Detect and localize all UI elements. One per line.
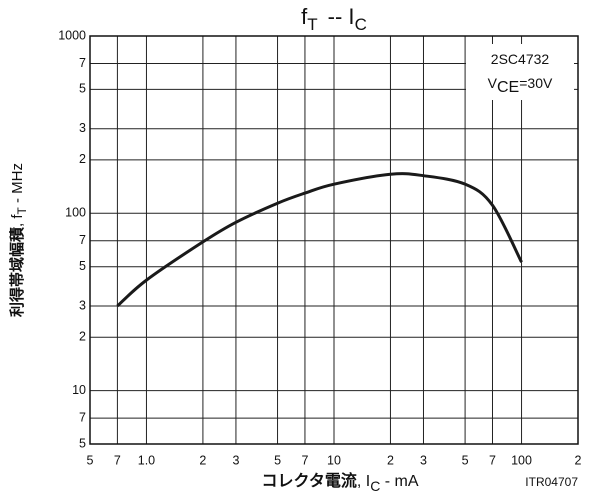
y-tick-label: 10 <box>72 383 86 397</box>
x-tick-label: 5 <box>87 453 94 467</box>
chart-title: fT -- IC <box>301 4 367 34</box>
x-tick-label: 3 <box>232 453 239 467</box>
y-tick-label: 5 <box>79 436 86 450</box>
y-label-sym: , f <box>9 214 26 227</box>
x-tick-label: 100 <box>511 453 532 467</box>
y-tick-label: 5 <box>79 259 86 273</box>
plot-area: 5 7 10 2 3 5 7 100 2 3 5 7 1000 5 7 1.0 2 3 5 7 10 2 3 5 7 100 2 <box>58 28 581 467</box>
x-label-unit: - mA <box>380 473 419 490</box>
x-tick-label: 7 <box>489 453 496 467</box>
y-label-unit: - MHz <box>9 163 26 207</box>
x-tick-label: 3 <box>420 453 427 467</box>
x-tick-label: 10 <box>327 453 341 467</box>
x-label-main: コレクタ電流 <box>261 471 356 490</box>
x-tick-label: 5 <box>462 453 469 467</box>
x-tick-label: 7 <box>301 453 308 467</box>
figure-code: ITR04707 <box>525 475 578 489</box>
y-label-main: 利得帯域幅積 <box>8 226 26 317</box>
plot-frame <box>89 35 579 445</box>
y-tick-label: 7 <box>79 233 86 247</box>
y-tick-label: 1000 <box>58 28 86 42</box>
y-label-sub: T <box>15 206 29 214</box>
y-tick-label: 2 <box>79 152 86 166</box>
curve <box>116 172 523 308</box>
annotation-model: 2SC4732 <box>491 51 550 67</box>
cond-sub: CE <box>497 79 519 96</box>
x-label-sub: C <box>370 478 380 494</box>
title-sub: C <box>355 15 367 34</box>
x-tick-label: 7 <box>114 453 121 467</box>
cond: V <box>488 75 498 91</box>
annotation-condition: VCE=30V <box>488 75 553 96</box>
x-axis-label: コレクタ電流, IC - mA <box>261 471 418 494</box>
y-tick-label: 5 <box>79 82 86 96</box>
x-tick-label: 5 <box>274 453 281 467</box>
y-tick-label: 100 <box>65 206 86 220</box>
title-main: f <box>301 4 308 29</box>
y-tick-label: 7 <box>79 410 86 424</box>
title-sub: T <box>307 15 317 34</box>
x-tick-label: 2 <box>387 453 394 467</box>
annotation-box <box>466 44 574 100</box>
y-tick-label: 3 <box>79 298 86 312</box>
y-tick-label: 7 <box>79 56 86 70</box>
x-label-sym: , I <box>357 473 370 490</box>
y-tick-label: 2 <box>79 330 86 344</box>
y-axis-label: 利得帯域幅積, fT - MHz <box>8 163 29 317</box>
title-sep: -- I <box>328 4 355 29</box>
x-tick-label: 1.0 <box>138 453 155 467</box>
cond-rest: =30V <box>519 75 553 91</box>
y-tick-label: 3 <box>79 121 86 135</box>
x-tick-label: 2 <box>575 453 582 467</box>
x-tick-label: 2 <box>199 453 206 467</box>
